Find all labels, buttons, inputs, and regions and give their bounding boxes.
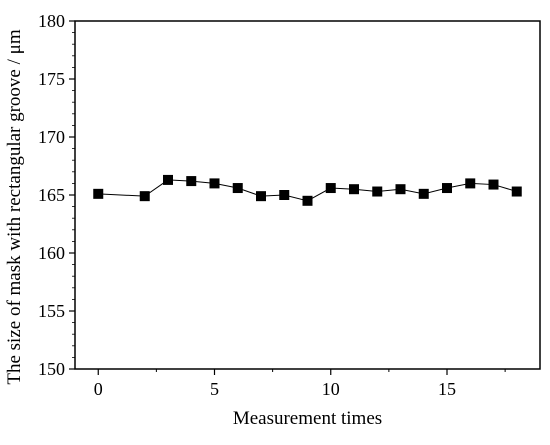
x-tick-label: 10 (322, 379, 340, 399)
data-point (442, 183, 452, 194)
y-tick-label: 175 (38, 69, 65, 89)
y-tick-label: 165 (38, 185, 65, 205)
data-point (209, 178, 220, 189)
y-minor-ticks (72, 32, 506, 372)
data-point (395, 184, 406, 195)
y-axis-title: The size of mask with rectangular groove… (4, 29, 25, 384)
tick-labels: 0 5 10 15 150 155 160 165 170 175 180 (38, 11, 456, 399)
x-axis-title: Measurement times (233, 408, 382, 429)
axis-ticks (69, 20, 448, 375)
x-tick-label: 0 (94, 379, 103, 399)
data-point (302, 195, 313, 206)
data-point (488, 179, 499, 190)
data-point (139, 191, 150, 202)
data-point (232, 183, 243, 194)
y-tick-label: 150 (38, 359, 65, 379)
data-point (163, 174, 173, 185)
x-tick-label: 5 (210, 379, 219, 399)
y-tick-label: 180 (38, 11, 65, 31)
y-tick-label: 155 (38, 301, 65, 321)
data-point (511, 186, 522, 197)
data-point (256, 191, 266, 202)
data-point (186, 176, 197, 187)
data-point (279, 190, 290, 200)
data-point (93, 188, 104, 199)
data-point (418, 188, 429, 199)
data-point (325, 183, 336, 194)
plot-frame (74, 20, 541, 370)
data-point (465, 178, 476, 189)
y-tick-label: 160 (38, 243, 65, 263)
data-point (349, 184, 359, 195)
y-tick-label: 170 (38, 127, 65, 147)
x-tick-label: 15 (438, 379, 456, 399)
data-points (93, 174, 522, 206)
data-point (372, 186, 383, 197)
